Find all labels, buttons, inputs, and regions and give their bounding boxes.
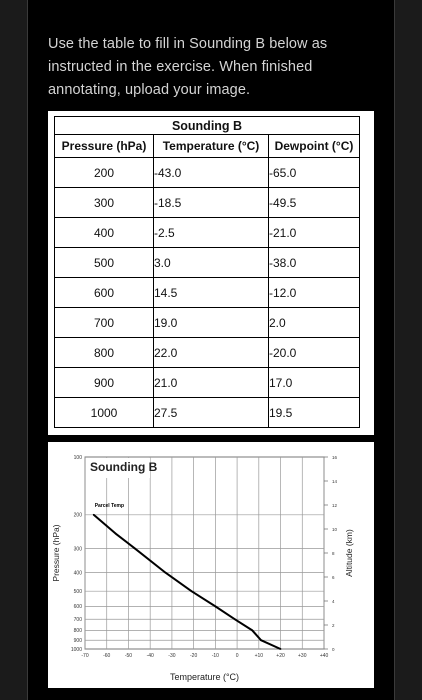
parcel-temp-point xyxy=(134,547,136,550)
y-tick-label: 200 xyxy=(74,513,83,519)
table-row: 900 21.0 17.0 xyxy=(54,367,360,398)
parcel-temp-point xyxy=(251,629,254,632)
x-tick-label: +20 xyxy=(276,653,285,659)
instructions-text: Use the table to fill in Sounding B belo… xyxy=(48,36,328,98)
sounding-chart-card: -70 -60 -50 -40 -30 -20 -10 0 +10 +20 +30 +40 100 200… xyxy=(48,442,374,688)
table-title: Sounding B xyxy=(54,116,360,135)
cell-dewpoint: 17.0 xyxy=(268,367,360,398)
cell-dewpoint: -21.0 xyxy=(268,217,360,248)
table-row: 700 19.0 2.0 xyxy=(54,307,360,338)
cell-dewpoint: -12.0 xyxy=(268,277,360,308)
parcel-temp-point xyxy=(260,639,262,642)
y-tick-label: 900 xyxy=(74,638,83,644)
parcel-temp-point xyxy=(92,513,95,516)
cell-temperature: -43.0 xyxy=(153,157,269,188)
y-tick-label: 1000 xyxy=(71,647,82,653)
cell-temperature: 14.5 xyxy=(153,277,269,308)
header-pressure: Pressure (hPa) xyxy=(54,134,154,158)
cell-pressure: 500 xyxy=(54,247,154,278)
cell-dewpoint: 19.5 xyxy=(268,397,360,428)
cell-pressure: 700 xyxy=(54,307,154,338)
sounding-table-card: Sounding B Pressure (hPa) Temperature (°… xyxy=(48,111,374,435)
x-tick-label: -70 xyxy=(81,653,88,659)
cell-pressure: 900 xyxy=(54,367,154,398)
y2-tick-label: 6 xyxy=(332,575,335,580)
cell-dewpoint: -20.0 xyxy=(268,337,360,368)
cell-pressure: 600 xyxy=(54,277,154,308)
cell-dewpoint: -38.0 xyxy=(268,247,360,278)
y2-tick-label: 16 xyxy=(332,455,338,460)
y2-tick-label: 0 xyxy=(332,647,335,652)
plot-area xyxy=(84,456,325,650)
table-row: 500 3.0 -38.0 xyxy=(54,247,360,278)
y-tick-label: 100 xyxy=(74,455,83,461)
x-axis-title: Temperature (°C) xyxy=(170,672,239,682)
parcel-temp-point xyxy=(190,590,193,593)
y2-tick-label: 2 xyxy=(332,623,335,628)
x-tick-label: -60 xyxy=(103,653,110,659)
cell-temperature: 19.0 xyxy=(153,307,269,338)
header-dewpoint: Dewpoint (°C) xyxy=(268,134,360,158)
cell-temperature: 22.0 xyxy=(153,337,269,368)
table-row: 300 -18.5 -49.5 xyxy=(54,187,360,218)
table-row: 800 22.0 -20.0 xyxy=(54,337,360,368)
cell-dewpoint: -49.5 xyxy=(268,187,360,218)
y2-tick-label: 10 xyxy=(332,527,338,532)
y2-tick-label: 14 xyxy=(332,479,338,484)
series-label-parcel-temp: Parcel Temp xyxy=(95,503,124,509)
panel-right-border xyxy=(394,0,395,700)
y-tick-label: 600 xyxy=(74,604,83,610)
cell-temperature: 21.0 xyxy=(153,367,269,398)
y-tick-label: 800 xyxy=(74,628,83,634)
parcel-temp-point xyxy=(279,648,282,650)
cell-temperature: -18.5 xyxy=(153,187,269,218)
cell-pressure: 300 xyxy=(54,187,154,218)
cell-pressure: 800 xyxy=(54,337,154,368)
x-tick-label: -20 xyxy=(190,653,197,659)
x-tick-label: +30 xyxy=(298,653,307,659)
cell-dewpoint: -65.0 xyxy=(268,157,360,188)
x-tick-label: -50 xyxy=(125,653,132,659)
chart-title-bg xyxy=(86,458,150,478)
y-tick-label: 400 xyxy=(74,570,83,576)
sounding-chart: -70 -60 -50 -40 -30 -20 -10 0 +10 +20 +30 +40100200… xyxy=(48,442,374,688)
chart-title: Sounding B xyxy=(90,460,158,474)
y-tick-label: 500 xyxy=(74,589,83,595)
y2-tick-label: 8 xyxy=(332,551,335,556)
cell-pressure: 400 xyxy=(54,217,154,248)
parcel-temp-line xyxy=(93,514,281,650)
header-temperature: Temperature (°C) xyxy=(153,134,269,158)
panel-left-border xyxy=(27,0,28,700)
x-tick-label: -10 xyxy=(212,653,219,659)
table-row: 600 14.5 -12.0 xyxy=(54,277,360,308)
table-row: 400 -2.5 -21.0 xyxy=(54,217,360,248)
y-tick-label: 300 xyxy=(74,546,83,552)
x-tick-label: +10 xyxy=(255,653,264,659)
parcel-temp-point xyxy=(164,571,167,574)
y2-tick-label: 4 xyxy=(332,599,335,604)
cell-temperature: 3.0 xyxy=(153,247,269,278)
cell-dewpoint: 2.0 xyxy=(268,307,360,338)
x-tick-label: -40 xyxy=(147,653,154,659)
y-tick-label: 700 xyxy=(74,617,83,623)
parcel-temp-point xyxy=(114,532,117,535)
table-row: 1000 27.5 19.5 xyxy=(54,397,360,428)
y-axis-title: Pressure (hPa) xyxy=(51,524,61,581)
cell-temperature: -2.5 xyxy=(153,217,269,248)
cell-pressure: 200 xyxy=(54,157,154,188)
x-tick-label: -30 xyxy=(168,653,175,659)
parcel-temp-point xyxy=(234,618,236,621)
y2-axis-title: Altitude (km) xyxy=(344,529,354,577)
table-row: 200 -43.0 -65.0 xyxy=(54,157,360,188)
parcel-temp-point xyxy=(214,605,217,608)
x-tick-label: 0 xyxy=(236,653,239,659)
x-tick-label: +40 xyxy=(320,653,329,659)
y2-tick-label: 12 xyxy=(332,503,338,508)
cell-temperature: 27.5 xyxy=(153,397,269,428)
sounding-table: Sounding B Pressure (hPa) Temperature (°… xyxy=(54,116,360,428)
cell-pressure: 1000 xyxy=(54,397,154,428)
